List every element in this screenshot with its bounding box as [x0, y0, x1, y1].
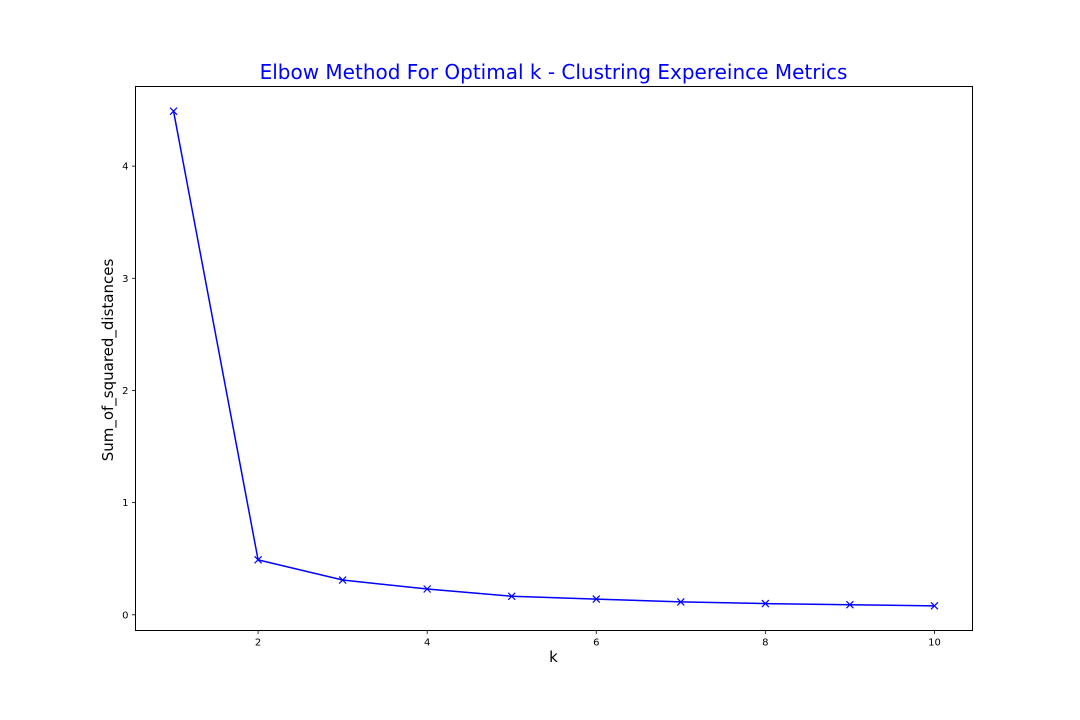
x-axis: 2 4 6 8 10: [255, 630, 941, 649]
chart-title: Elbow Method For Optimal k - Clustring E…: [259, 60, 848, 84]
y-tick-label: 0: [122, 610, 128, 621]
data-point-marker: [761, 599, 770, 608]
series-layer: [169, 107, 939, 610]
x-tick-label: 10: [928, 638, 941, 649]
data-point-marker: [169, 107, 178, 116]
x-tick-label: 4: [424, 638, 430, 649]
y-axis: 0 1 2 3 4: [122, 162, 136, 621]
data-point-marker: [845, 600, 854, 609]
x-axis-label: k: [549, 648, 558, 666]
plot-frame: [135, 86, 973, 631]
y-tick-label: 1: [122, 498, 128, 509]
data-point-marker: [930, 601, 939, 610]
y-tick-label: 4: [122, 162, 128, 173]
data-point-marker: [676, 597, 685, 606]
data-point-marker: [592, 595, 601, 604]
data-point-marker: [507, 592, 516, 601]
data-point-marker: [338, 576, 347, 584]
x-tick-label: 2: [255, 638, 261, 649]
data-point-marker: [254, 555, 263, 564]
x-tick-label: 8: [762, 638, 768, 649]
y-tick-label: 3: [122, 274, 128, 285]
data-point-marker: [423, 585, 432, 593]
x-tick-label: 6: [593, 638, 599, 649]
y-axis-label: Sum_of_squared_distances: [99, 258, 117, 462]
y-tick-label: 2: [122, 386, 128, 397]
series-line: [172, 111, 935, 607]
